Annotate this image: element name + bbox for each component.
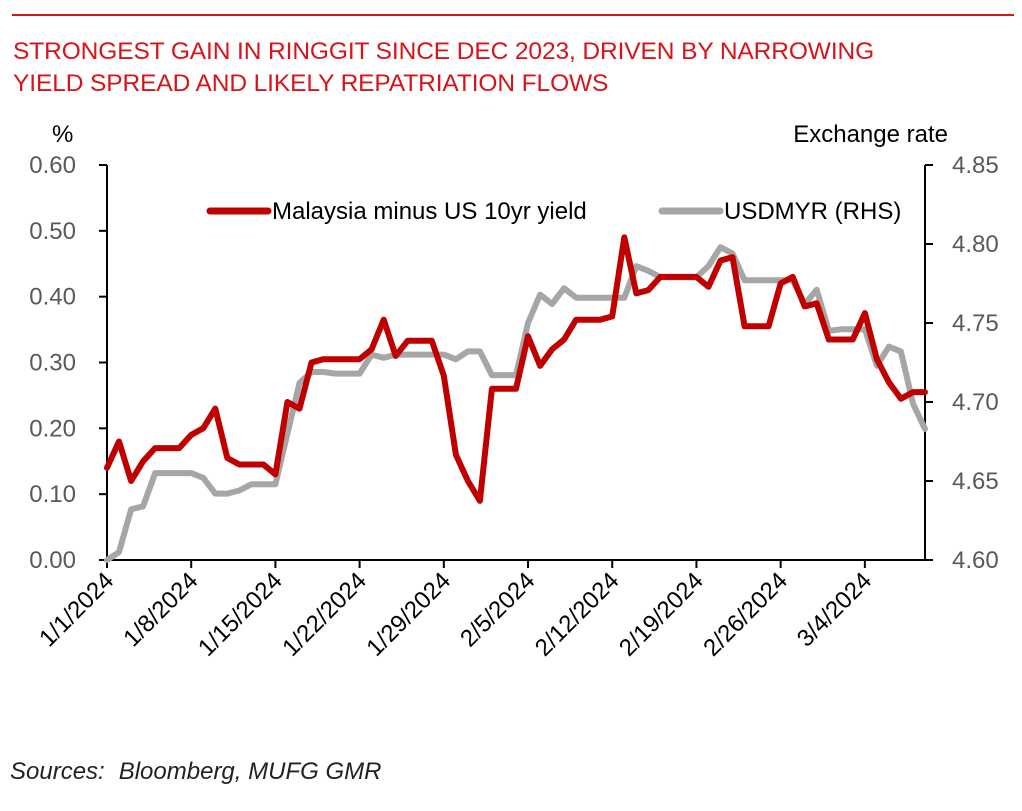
left-tick-label: 0.10: [29, 481, 76, 508]
sources-note: Sources: Bloomberg, MUFG GMR: [10, 758, 381, 786]
left-tick-label: 0.20: [29, 415, 76, 442]
top-rule: [12, 14, 1014, 16]
left-tick-label: 0.40: [29, 284, 76, 311]
left-axis-title: %: [52, 121, 73, 148]
x-tick-label: 1/22/2024: [277, 567, 372, 662]
left-tick-label: 0.00: [29, 547, 76, 574]
legend-label-spread: Malaysia minus US 10yr yield: [272, 198, 587, 225]
x-tick-label: 1/8/2024: [118, 567, 203, 652]
left-tick-label: 0.30: [29, 350, 76, 377]
left-tick-label: 0.50: [29, 218, 76, 245]
x-tick-label: 2/12/2024: [530, 567, 625, 662]
spread-line: [104, 234, 928, 504]
x-tick-label: 1/15/2024: [193, 567, 288, 662]
right-tick-label: 4.70: [952, 389, 999, 416]
x-tick-label: 2/26/2024: [698, 567, 793, 662]
right-tick-label: 4.85: [952, 152, 999, 179]
right-tick-label: 4.80: [952, 231, 999, 258]
sources-label: Sources:: [10, 758, 105, 785]
legend-label-usdmyr: USDMYR (RHS): [724, 198, 901, 225]
right-tick-label: 4.75: [952, 310, 999, 337]
left-tick-label: 0.60: [29, 152, 76, 179]
sources-text: Bloomberg, MUFG GMR: [118, 758, 382, 785]
title-line-2: YIELD SPREAD AND LIKELY REPATRIATION FLO…: [13, 70, 609, 97]
x-tick-label: 1/29/2024: [361, 567, 456, 662]
right-tick-label: 4.60: [952, 547, 999, 574]
x-tick-label: 1/1/2024: [34, 567, 119, 652]
title-line-1: STRONGEST GAIN IN RINGGIT SINCE DEC 2023…: [13, 38, 875, 65]
right-axis-title: Exchange rate: [793, 121, 948, 148]
chart-title: STRONGEST GAIN IN RINGGIT SINCE DEC 2023…: [13, 36, 1013, 100]
x-tick-label: 2/19/2024: [614, 567, 709, 662]
x-tick-label: 2/5/2024: [455, 567, 540, 652]
right-tick-label: 4.65: [952, 468, 999, 495]
x-tick-label: 3/4/2024: [792, 567, 877, 652]
